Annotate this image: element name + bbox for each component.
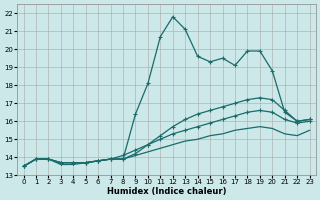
X-axis label: Humidex (Indice chaleur): Humidex (Indice chaleur) bbox=[107, 187, 226, 196]
